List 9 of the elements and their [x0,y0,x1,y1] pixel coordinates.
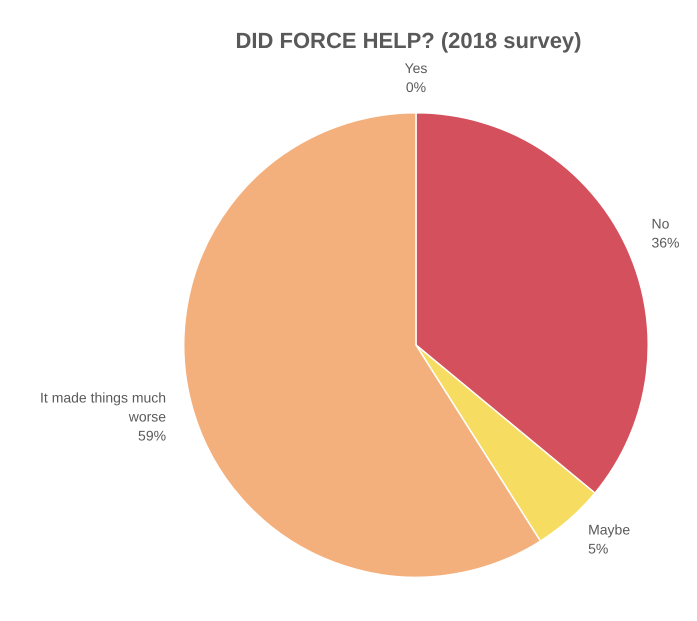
chart-title: DID FORCE HELP? (2018 survey) [234,28,582,54]
slice-label: Maybe [588,522,630,538]
text: 0% [406,79,426,96]
slice-label: It made things much worse [40,389,166,424]
data-label: 59% [138,427,166,444]
category-label: Yes [404,60,428,76]
slice-label: No [651,216,670,232]
data-label: 5% [588,540,608,557]
data-label: 36% [651,234,680,251]
